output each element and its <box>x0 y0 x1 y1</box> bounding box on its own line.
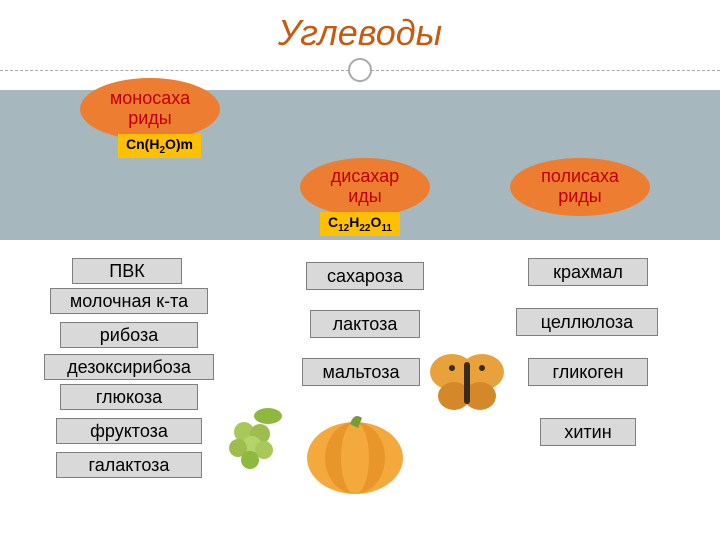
butterfly-image <box>424 348 510 418</box>
box-item: лактоза <box>310 310 420 338</box>
box-item: рибоза <box>60 322 198 348</box>
box-item: дезоксирибоза <box>44 354 214 380</box>
ellipse-polysaccharides: полисаха риды <box>510 158 650 216</box>
box-item: хитин <box>540 418 636 446</box>
ellipse-monosaccharides: моносаха риды <box>80 78 220 140</box>
pumpkin-image <box>300 406 410 496</box>
box-item: сахароза <box>306 262 424 290</box>
formula-mono: Cn(H2O)m <box>118 134 201 158</box>
box-item: гликоген <box>528 358 648 386</box>
box-item: глюкоза <box>60 384 198 410</box>
box-item: молочная к-та <box>50 288 208 314</box>
divider-circle <box>348 58 372 82</box>
box-item: целлюлоза <box>516 308 658 336</box>
box-item: мальтоза <box>302 358 420 386</box>
box-item: крахмал <box>528 258 648 286</box>
grapes-image <box>216 398 292 474</box>
box-item: фруктоза <box>56 418 202 444</box>
box-item: галактоза <box>56 452 202 478</box>
box-item: ПВК <box>72 258 182 284</box>
ellipse-disaccharides: дисахар иды <box>300 158 430 216</box>
page-title: Углеводы <box>0 0 720 54</box>
formula-di: C12H22O11 <box>320 212 400 236</box>
